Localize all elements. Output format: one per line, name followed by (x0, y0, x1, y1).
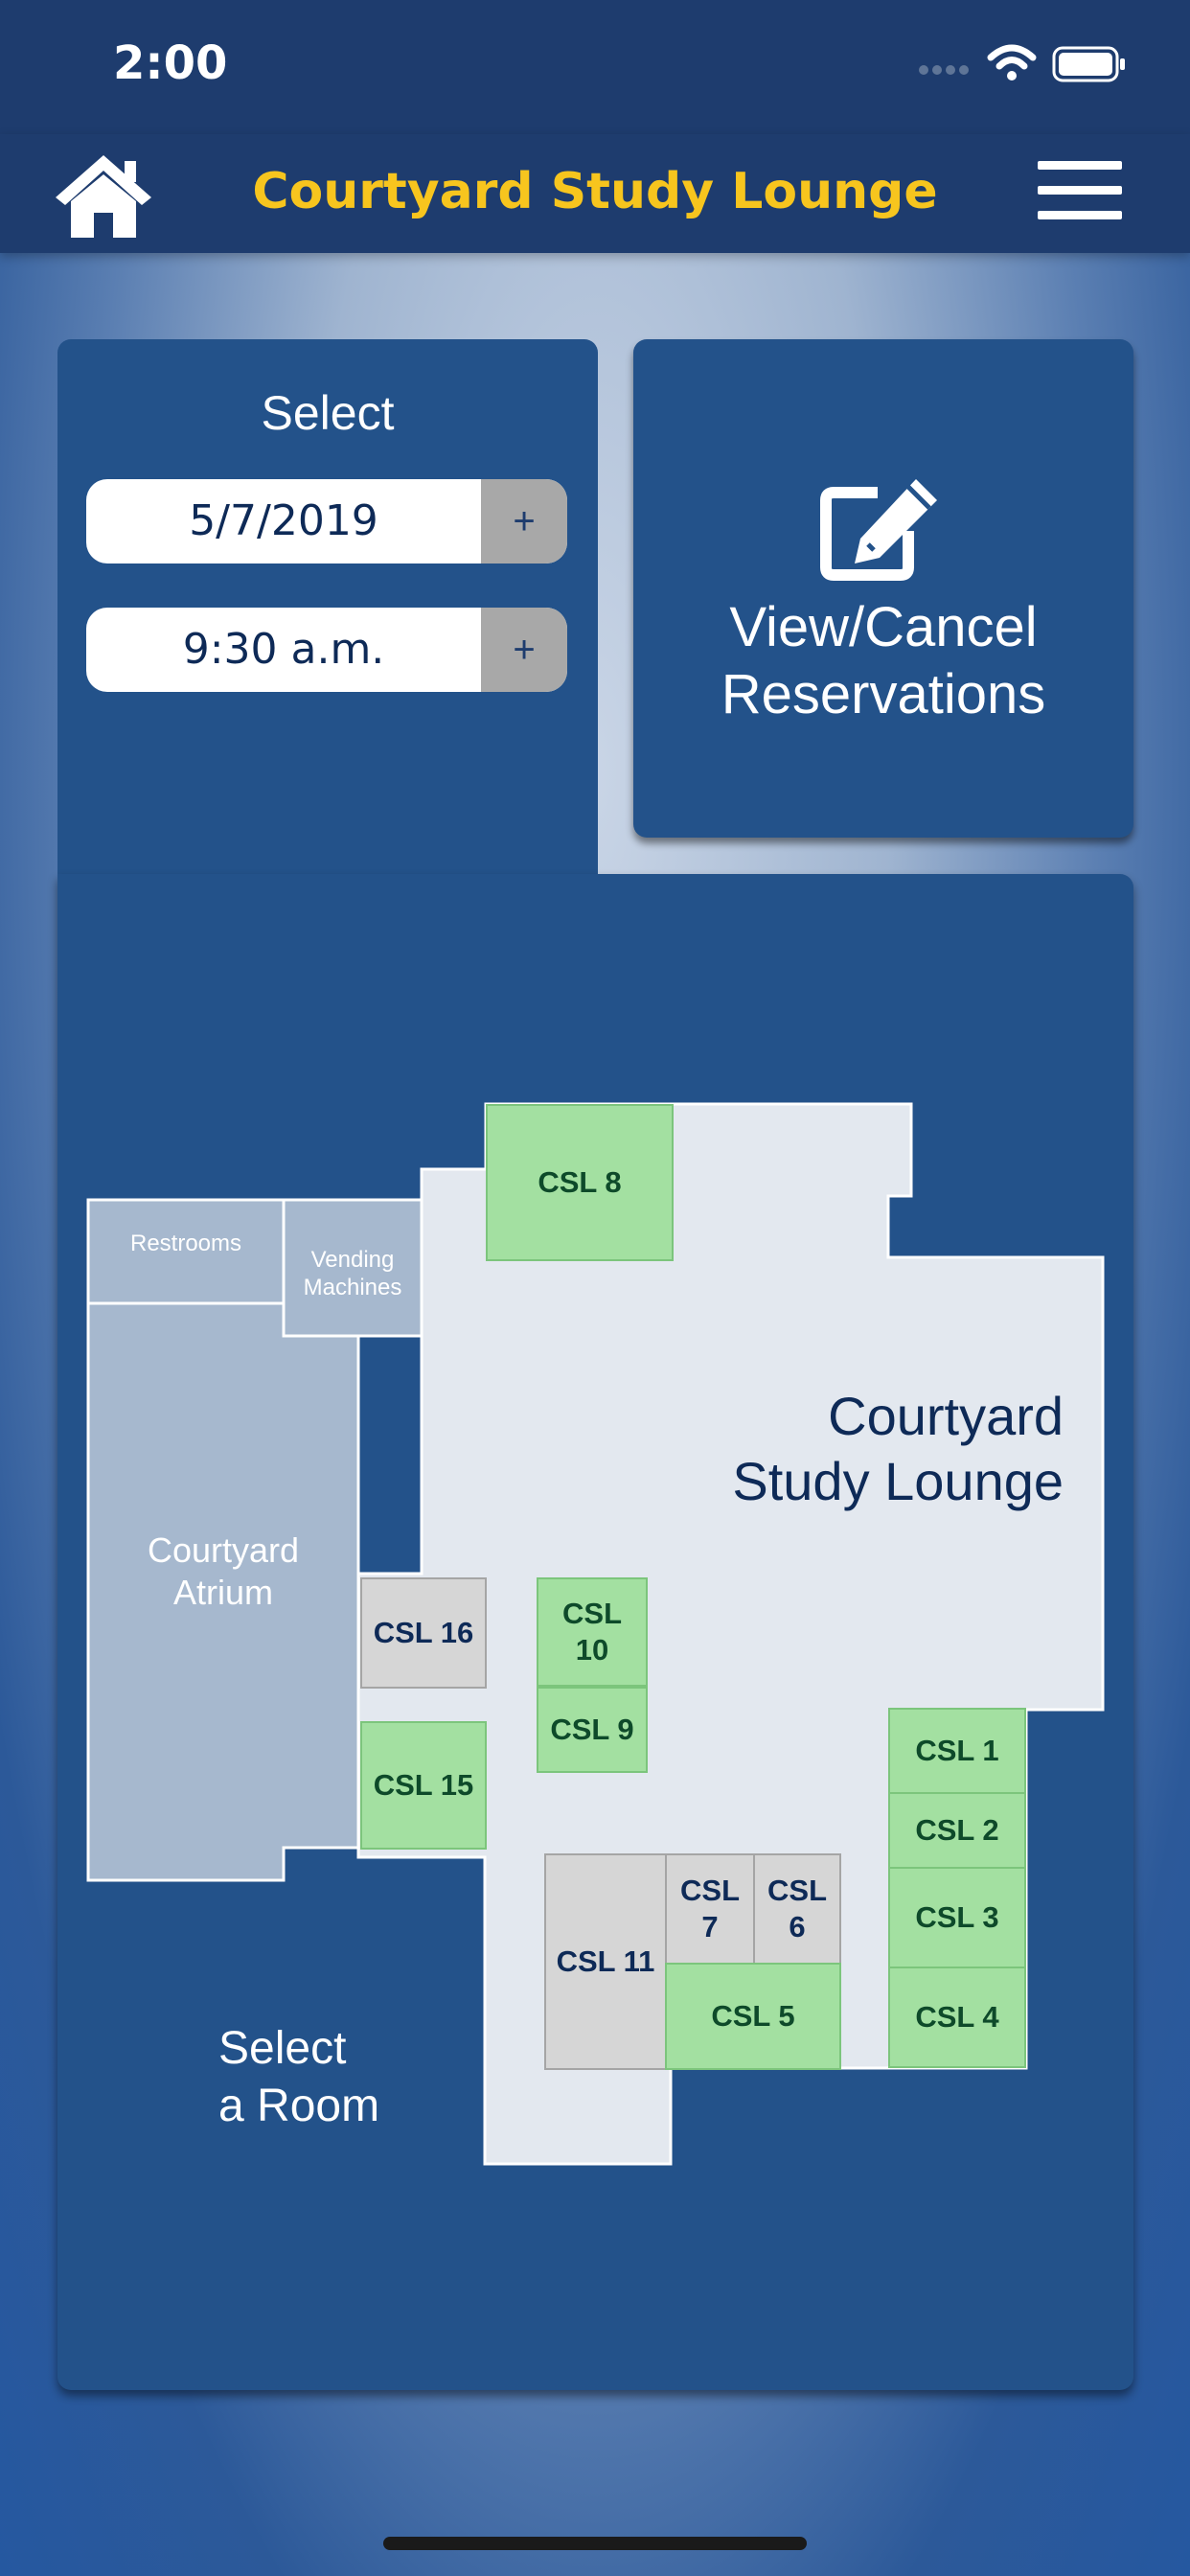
reservations-label-line1: View/Cancel (729, 596, 1038, 658)
vending-label-line2: Machines (303, 1275, 402, 1300)
room-csl-6-number: 6 (789, 1910, 806, 1944)
home-indicator (383, 2537, 807, 2550)
date-value: 5/7/2019 (189, 496, 378, 545)
room-csl-6-label: CSL (767, 1874, 827, 1907)
room-csl-7-label: CSL (680, 1874, 740, 1907)
menu-button[interactable] (1038, 161, 1122, 220)
floor-map-panel: Restrooms Vending Machines Courtyard Atr… (57, 874, 1133, 2390)
room-csl-9[interactable]: CSL 9 (537, 1687, 648, 1773)
battery-icon (1052, 46, 1125, 82)
select-room-prompt-line2: a Room (218, 2081, 380, 2131)
room-csl-15[interactable]: CSL 15 (360, 1721, 487, 1850)
select-room-prompt: Select a Room (218, 2020, 379, 2135)
lounge-label-line2: Study Lounge (732, 1451, 1064, 1511)
wifi-icon (987, 44, 1037, 80)
atrium-label: Courtyard Atrium (88, 1530, 358, 1614)
hamburger-menu-icon (1038, 161, 1122, 170)
signal-icon (919, 65, 969, 75)
status-bar: 2:00 (0, 0, 1190, 134)
nav-bar: Courtyard Study Lounge (0, 134, 1190, 253)
home-button[interactable] (54, 151, 153, 240)
time-value: 9:30 a.m. (182, 625, 385, 674)
atrium-label-line1: Courtyard (147, 1530, 300, 1570)
room-csl-7-number: 7 (701, 1910, 719, 1944)
restrooms-label: Restrooms (129, 1230, 242, 1256)
room-csl-8[interactable]: CSL 8 (486, 1104, 674, 1261)
room-csl-7[interactable]: CSL 7 (665, 1853, 755, 1965)
room-csl-1[interactable]: CSL 1 (888, 1708, 1026, 1794)
reservations-label-line2: Reservations (721, 663, 1046, 725)
date-picker[interactable]: 5/7/2019 + (86, 479, 567, 564)
lounge-label: Courtyard Study Lounge (632, 1384, 1064, 1514)
room-csl-6[interactable]: CSL 6 (753, 1853, 841, 1965)
time-plus-button[interactable]: + (481, 608, 567, 692)
room-csl-2[interactable]: CSL 2 (888, 1792, 1026, 1869)
edit-icon (820, 479, 937, 581)
date-plus-button[interactable]: + (481, 479, 567, 564)
select-panel: Select 5/7/2019 + 9:30 a.m. + (57, 339, 598, 876)
room-csl-10-number: 10 (575, 1633, 609, 1667)
status-time: 2:00 (113, 36, 228, 90)
select-room-prompt-line1: Select (218, 2023, 347, 2074)
vending-area (282, 1198, 423, 1338)
select-label: Select (261, 386, 395, 440)
hamburger-menu-bar (1038, 211, 1122, 219)
room-csl-10-label: CSL (562, 1597, 622, 1630)
lounge-label-line1: Courtyard (828, 1386, 1064, 1446)
home-icon (56, 155, 151, 238)
hamburger-menu-bar (1038, 186, 1122, 195)
time-picker[interactable]: 9:30 a.m. + (86, 608, 567, 692)
vending-label-line1: Vending (310, 1247, 395, 1273)
room-csl-5[interactable]: CSL 5 (665, 1963, 841, 2070)
room-csl-3[interactable]: CSL 3 (888, 1867, 1026, 1968)
page-title: Courtyard Study Lounge (252, 163, 938, 220)
reservations-label: View/Cancel Reservations (633, 594, 1133, 728)
room-csl-4[interactable]: CSL 4 (888, 1966, 1026, 2068)
room-csl-10[interactable]: CSL 10 (537, 1577, 648, 1687)
view-cancel-reservations-button[interactable]: View/Cancel Reservations (633, 339, 1133, 838)
room-csl-16[interactable]: CSL 16 (360, 1577, 487, 1689)
room-csl-11[interactable]: CSL 11 (544, 1853, 667, 2070)
atrium-label-line2: Atrium (172, 1573, 273, 1612)
vending-label: Vending Machines (284, 1246, 422, 1301)
